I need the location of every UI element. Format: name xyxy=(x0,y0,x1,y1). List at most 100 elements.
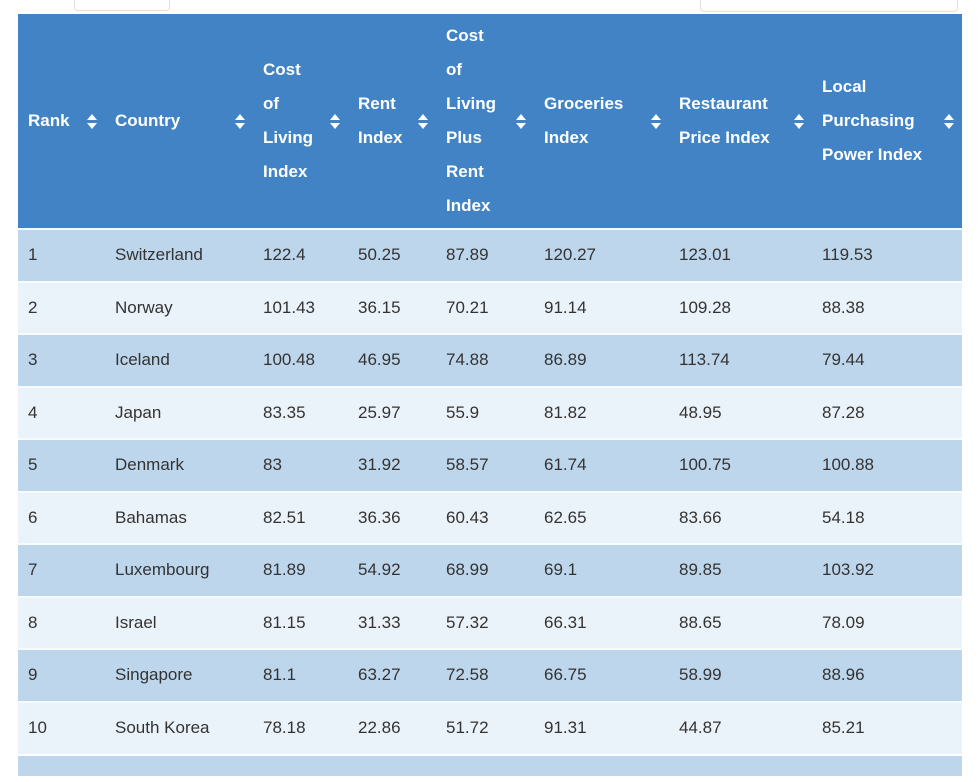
sort-updown-icon xyxy=(235,113,245,129)
cell-cost-of-living-plus-rent-index: 55.9 xyxy=(446,402,480,422)
cell-cost-of-living-index: 81.89 xyxy=(263,560,306,580)
cell-groceries-index: 120.27 xyxy=(544,245,596,265)
sort-updown-icon xyxy=(418,113,428,129)
column-header-country[interactable]: Country xyxy=(105,14,253,229)
cell-rank: 1 xyxy=(28,245,38,265)
cell-local-purchasing-power-index: 79.44 xyxy=(822,350,865,370)
column-header-cost-of-living-plus-rent-index[interactable]: Cost of Living Plus Rent Index xyxy=(436,14,534,229)
sort-updown-icon xyxy=(944,113,954,129)
sort-updown-icon xyxy=(516,113,526,129)
cell-restaurant-price-index: 89.85 xyxy=(679,560,722,580)
cell-country: South Korea xyxy=(115,718,210,738)
cell-restaurant-price-index: 123.01 xyxy=(679,245,731,265)
cell-local-purchasing-power-index: 85.21 xyxy=(822,718,865,738)
table-row-partial xyxy=(18,756,962,776)
cell-rent-index: 25.97 xyxy=(358,402,401,422)
table-row: 6 Bahamas 82.51 36.36 60.43 62.65 83.66 54.18 xyxy=(18,491,962,544)
cell-country: Bahamas xyxy=(115,507,187,527)
cell-local-purchasing-power-index: 100.88 xyxy=(822,455,874,475)
cell-local-purchasing-power-index: 88.38 xyxy=(822,297,865,317)
cell-restaurant-price-index: 58.99 xyxy=(679,665,722,685)
cell-rent-index: 36.36 xyxy=(358,507,401,527)
cell-cost-of-living-index: 81.15 xyxy=(263,612,306,632)
search-input[interactable] xyxy=(700,0,958,12)
cell-local-purchasing-power-index: 119.53 xyxy=(822,245,873,265)
cell-rank: 2 xyxy=(28,297,38,317)
column-header-label: Cost of Living Plus Rent Index xyxy=(446,26,497,215)
cell-cost-of-living-plus-rent-index: 60.43 xyxy=(446,507,489,527)
cell-rank: 10 xyxy=(28,718,47,738)
cell-groceries-index: 91.14 xyxy=(544,297,587,317)
sort-updown-icon xyxy=(87,113,97,129)
sort-updown-icon xyxy=(794,113,804,129)
cell-rent-index: 63.27 xyxy=(358,665,401,685)
column-header-label: Groceries Index xyxy=(544,94,624,147)
table-row: 2 Norway 101.43 36.15 70.21 91.14 109.28 88.38 xyxy=(18,281,962,334)
cell-local-purchasing-power-index: 78.09 xyxy=(822,612,865,632)
column-header-rent-index[interactable]: Rent Index xyxy=(348,14,436,229)
cell-cost-of-living-plus-rent-index: 68.99 xyxy=(446,560,489,580)
cell-rent-index: 31.33 xyxy=(358,612,401,632)
column-header-label: Cost of Living Index xyxy=(263,60,314,181)
table-row: 3 Iceland 100.48 46.95 74.88 86.89 113.74 79.44 xyxy=(18,334,962,387)
cell-country: Japan xyxy=(115,402,162,422)
cell-cost-of-living-plus-rent-index: 57.32 xyxy=(446,612,489,632)
table-row: 8 Israel 81.15 31.33 57.32 66.31 88.65 78.09 xyxy=(18,596,962,649)
cell-groceries-index: 91.31 xyxy=(544,718,587,738)
column-header-label: Local Purchasing Power Index xyxy=(822,77,923,164)
cell-restaurant-price-index: 100.75 xyxy=(679,455,731,475)
cell-rank: 9 xyxy=(28,665,38,685)
table-body: 1 Switzerland 122.4 50.25 87.89 120.27 123.01 1… xyxy=(18,229,962,754)
table-row: 5 Denmark 83 31.92 58.57 61.74 100.75 100.88 xyxy=(18,439,962,492)
column-header-label: Rank xyxy=(28,111,70,130)
entries-select[interactable] xyxy=(74,0,170,11)
table-header: Rank Country Cost of Living Index Rent Inde… xyxy=(18,14,962,229)
cell-rank: 4 xyxy=(28,402,38,422)
cell-cost-of-living-index: 122.4 xyxy=(263,245,306,265)
cell-cost-of-living-plus-rent-index: 87.89 xyxy=(446,245,489,265)
cell-groceries-index: 86.89 xyxy=(544,350,587,370)
cell-rent-index: 54.92 xyxy=(358,560,401,580)
cell-restaurant-price-index: 109.28 xyxy=(679,297,731,317)
column-header-label: Rent Index xyxy=(358,94,403,147)
cell-local-purchasing-power-index: 103.92 xyxy=(822,560,874,580)
cell-rent-index: 50.25 xyxy=(358,245,401,265)
sort-updown-icon xyxy=(330,113,340,129)
cell-cost-of-living-index: 100.48 xyxy=(263,350,315,370)
cell-country: Iceland xyxy=(115,350,170,370)
column-header-groceries-index[interactable]: Groceries Index xyxy=(534,14,669,229)
column-header-rank[interactable]: Rank xyxy=(18,14,105,229)
cell-cost-of-living-index: 101.43 xyxy=(263,297,315,317)
cell-groceries-index: 66.75 xyxy=(544,665,587,685)
cell-groceries-index: 61.74 xyxy=(544,455,587,475)
cell-cost-of-living-plus-rent-index: 51.72 xyxy=(446,718,489,738)
cell-country: Norway xyxy=(115,297,173,317)
cell-rank: 7 xyxy=(28,560,38,580)
cost-of-living-table-container: Rank Country Cost of Living Index Rent Inde… xyxy=(18,14,962,776)
cell-rent-index: 22.86 xyxy=(358,718,401,738)
cell-cost-of-living-index: 78.18 xyxy=(263,718,306,738)
cell-cost-of-living-plus-rent-index: 72.58 xyxy=(446,665,489,685)
cell-restaurant-price-index: 83.66 xyxy=(679,507,722,527)
column-header-local-purchasing-power-index[interactable]: Local Purchasing Power Index xyxy=(812,14,962,229)
cell-restaurant-price-index: 44.87 xyxy=(679,718,722,738)
table-row: 10 South Korea 78.18 22.86 51.72 91.31 44.87 85… xyxy=(18,701,962,754)
column-header-label: Country xyxy=(115,111,181,130)
column-header-restaurant-price-index[interactable]: Restaurant Price Index xyxy=(669,14,812,229)
cell-rent-index: 46.95 xyxy=(358,350,401,370)
cell-restaurant-price-index: 48.95 xyxy=(679,402,722,422)
column-header-cost-of-living-index[interactable]: Cost of Living Index xyxy=(253,14,348,229)
table-row: 7 Luxembourg 81.89 54.92 68.99 69.1 89.85 103.9… xyxy=(18,544,962,597)
cell-local-purchasing-power-index: 54.18 xyxy=(822,507,865,527)
cell-rank: 6 xyxy=(28,507,38,527)
table-row: 9 Singapore 81.1 63.27 72.58 66.75 58.99 88.96 xyxy=(18,649,962,702)
cell-rank: 3 xyxy=(28,350,38,370)
sort-updown-icon xyxy=(651,113,661,129)
cell-country: Singapore xyxy=(115,665,193,685)
cell-rank: 8 xyxy=(28,612,38,632)
cell-rank: 5 xyxy=(28,455,38,475)
cell-country: Switzerland xyxy=(115,245,203,265)
cell-restaurant-price-index: 88.65 xyxy=(679,612,722,632)
cell-groceries-index: 66.31 xyxy=(544,612,587,632)
table-row: 1 Switzerland 122.4 50.25 87.89 120.27 123.01 1… xyxy=(18,229,962,282)
